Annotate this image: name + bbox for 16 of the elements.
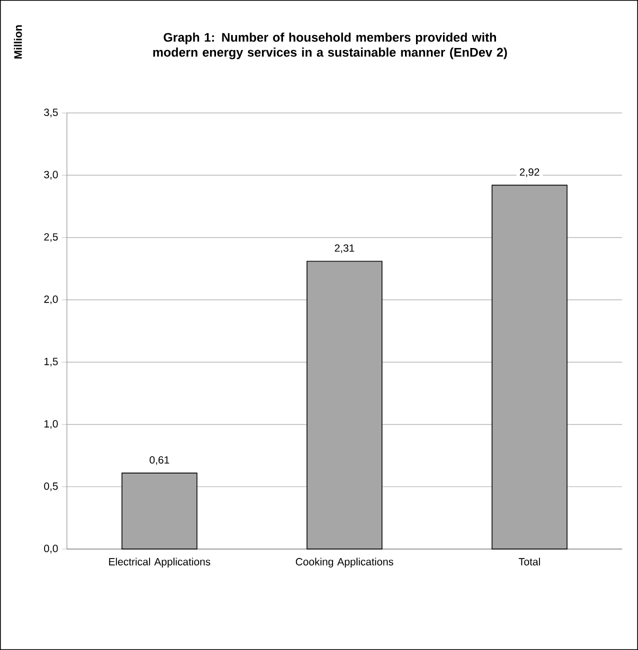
y-axis-title: Million <box>14 25 22 59</box>
chart-title: Graph 1: Number of household members provided with modern energy services in a sustainable manner (EnDev 2) <box>153 32 507 60</box>
y-tick-label: 1,5 <box>44 358 58 366</box>
data-label: 2,92 <box>520 168 540 178</box>
y-tick-label: 2,0 <box>44 296 58 304</box>
y-tick-label: 2,5 <box>44 233 58 242</box>
y-tick-label: 0,5 <box>44 482 58 492</box>
x-tick-label: Cooking Applications <box>296 558 394 568</box>
y-tick-label: 0,0 <box>44 544 58 554</box>
y-tick-label: 3,0 <box>44 170 58 180</box>
data-label: 2,31 <box>334 244 354 254</box>
data-label: 0,61 <box>150 456 170 465</box>
y-tick-label: 3,5 <box>44 108 58 118</box>
x-tick-label: Total <box>518 558 540 566</box>
y-tick-label: 1,0 <box>44 420 58 429</box>
x-tick-label: Electrical Applications <box>109 558 210 568</box>
